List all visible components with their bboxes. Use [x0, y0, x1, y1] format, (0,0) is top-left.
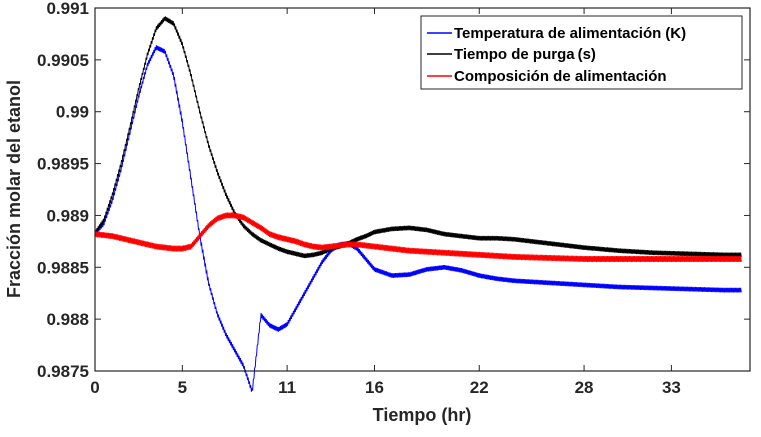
x-axis-label: Tiempo (hr)	[373, 405, 472, 425]
series-layer	[94, 16, 742, 392]
y-tick-label: 0.9885	[37, 258, 89, 277]
x-tick-label: 11	[278, 378, 296, 397]
x-tick-labels: 0 5 11 16 22 28 33	[90, 378, 681, 397]
y-tick-label: 0.9905	[37, 51, 89, 70]
x-tick-label: 22	[470, 378, 489, 397]
axis-ticks	[94, 7, 750, 372]
x-tick-label: 5	[178, 378, 187, 397]
legend-box	[420, 15, 743, 90]
series-line-temperatura-de-alimentacion	[94, 45, 742, 392]
legend-label-temperatura: Temperatura de alimentación (K)	[454, 25, 686, 42]
y-tick-label: 0.989	[46, 206, 89, 225]
y-tick-label: 0.991	[46, 0, 89, 18]
legend-label-composicion: Composición de alimentación	[454, 68, 667, 85]
y-tick-labels: 0.9875 0.988 0.9885 0.989 0.9895 0.99 0.9905 0.…	[37, 0, 89, 381]
y-axis-label: Fracción molar del etanol	[4, 80, 24, 298]
y-tick-label: 0.9875	[37, 362, 89, 381]
x-tick-label: 28	[575, 378, 594, 397]
y-tick-label: 0.9895	[37, 155, 89, 174]
x-tick-label: 33	[662, 378, 681, 397]
y-tick-label: 0.988	[46, 310, 89, 329]
x-tick-label: 0	[90, 378, 99, 397]
plot-area-frame	[94, 7, 751, 372]
series-line-composicion-de-alimentacion	[94, 212, 742, 262]
legend-label-purga: Tiempo de purga (s)	[454, 46, 596, 63]
x-tick-label: 16	[365, 378, 384, 397]
y-tick-label: 0.99	[56, 103, 89, 122]
series-line-tiempo-de-purga	[94, 16, 742, 259]
legend: Temperatura de alimentación (K) Tiempo de…	[420, 15, 743, 90]
